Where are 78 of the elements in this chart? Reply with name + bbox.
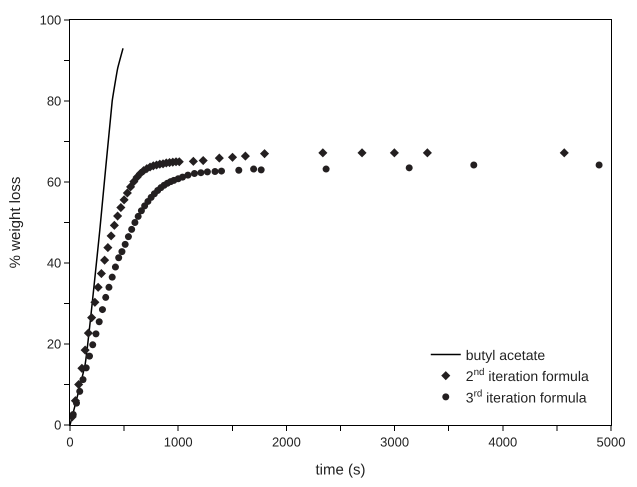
point <box>470 161 478 168</box>
point <box>74 380 84 390</box>
point <box>92 330 100 338</box>
legend-label: butyl acetate <box>466 346 546 363</box>
x-tick-label: 5000 <box>596 434 626 450</box>
point <box>98 306 106 314</box>
point <box>197 169 204 176</box>
point <box>94 282 103 292</box>
point <box>184 172 192 179</box>
point <box>190 170 198 177</box>
point <box>96 318 103 326</box>
point <box>390 148 399 158</box>
y-tick-label: 100 <box>40 12 62 28</box>
point <box>115 254 122 262</box>
point <box>118 248 126 256</box>
point <box>240 152 250 161</box>
point <box>211 168 218 175</box>
point <box>102 294 110 301</box>
point <box>79 376 86 384</box>
point <box>124 233 132 240</box>
y-tick-label: 60 <box>46 174 62 190</box>
point <box>134 212 142 220</box>
point <box>235 166 242 174</box>
point <box>76 388 84 395</box>
point <box>422 148 432 158</box>
point <box>89 341 96 348</box>
point <box>198 156 208 166</box>
point <box>82 364 90 372</box>
point <box>96 268 106 278</box>
point <box>179 174 186 181</box>
x-tick-label: 3000 <box>380 434 410 450</box>
point <box>122 240 129 248</box>
point <box>120 195 129 204</box>
point <box>228 152 238 162</box>
point <box>260 149 270 158</box>
y-tick-label: 40 <box>46 256 62 271</box>
point <box>84 328 93 338</box>
point <box>214 154 224 163</box>
point <box>218 168 225 175</box>
y-tick-label: 0 <box>54 418 62 433</box>
point <box>138 207 145 214</box>
point <box>122 188 132 198</box>
point <box>116 202 126 212</box>
point <box>110 220 119 230</box>
x-tick-label: 2000 <box>272 434 301 450</box>
y-tick-label: 80 <box>46 94 62 109</box>
legend-label: 3$^{rd}$ iteration formula <box>466 388 587 406</box>
x-tick-label: 4000 <box>488 434 518 450</box>
point <box>108 274 116 281</box>
point <box>126 182 136 192</box>
point <box>406 164 413 172</box>
point <box>90 298 100 307</box>
legend-label: 2$^{nd}$ iteration formula <box>466 367 589 384</box>
point <box>560 148 569 158</box>
point <box>322 166 330 173</box>
point <box>131 219 138 226</box>
point <box>87 313 96 322</box>
point <box>100 256 110 265</box>
point <box>128 226 136 233</box>
y-axis-title: % weight loss <box>6 176 24 268</box>
point <box>204 168 211 176</box>
point <box>103 243 112 252</box>
x-axis-title: time (s) <box>316 462 366 479</box>
point <box>113 211 122 221</box>
point <box>357 148 367 158</box>
point <box>250 166 258 173</box>
point <box>86 352 93 360</box>
point <box>80 346 90 355</box>
point <box>106 231 116 240</box>
point <box>318 148 328 158</box>
point <box>188 156 198 166</box>
point <box>112 264 119 271</box>
point <box>596 161 603 168</box>
y-tick-label: 20 <box>46 336 62 352</box>
x-tick-label: 1000 <box>164 434 193 450</box>
point <box>258 166 265 174</box>
x-tick-label: 0 <box>66 434 74 450</box>
point <box>105 284 112 291</box>
